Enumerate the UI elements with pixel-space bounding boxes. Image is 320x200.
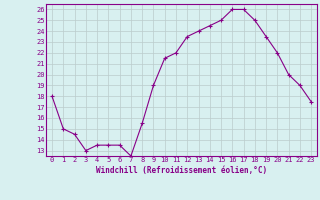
X-axis label: Windchill (Refroidissement éolien,°C): Windchill (Refroidissement éolien,°C) [96, 166, 267, 175]
